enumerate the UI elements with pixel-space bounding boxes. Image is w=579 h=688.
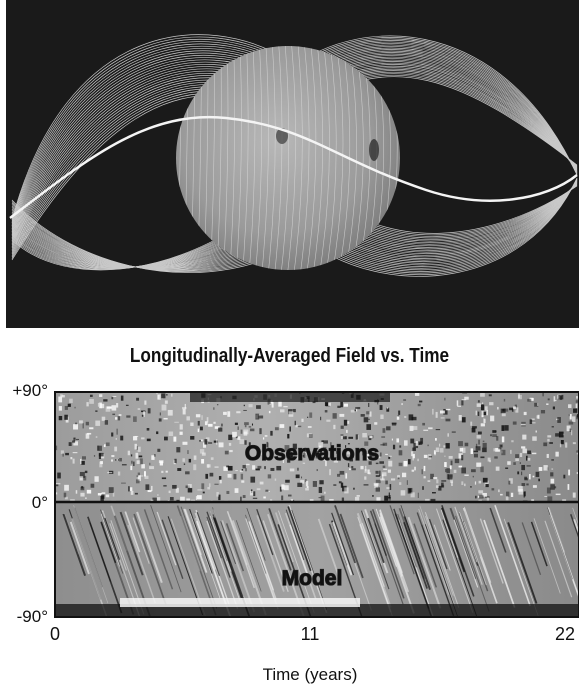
model-label: Model	[282, 567, 343, 590]
y-tick-label: +90°	[12, 381, 48, 400]
x-tick-label: 0	[50, 624, 60, 644]
heliospheric-current-sheet-line	[9, 115, 578, 219]
x-axis-label: Time (years)	[263, 665, 358, 684]
sun-sphere	[176, 46, 400, 270]
observations-panel	[55, 392, 579, 501]
latitude-time-chart: Observations Model +90° 0° -90° 0 11 22 Time…	[12, 381, 579, 684]
model-panel	[55, 503, 579, 617]
field-line-rendering	[6, 0, 579, 328]
plot-frame	[54, 391, 579, 618]
active-region-spot	[369, 139, 379, 161]
y-tick-label: -90°	[17, 607, 48, 626]
chart-title: Longitudinally-Averaged Field vs. Time	[129, 345, 450, 367]
observations-label: Observations	[245, 442, 379, 465]
active-region-spot	[276, 128, 288, 144]
x-tick-label: 11	[301, 624, 320, 644]
y-tick-label: 0°	[32, 493, 48, 512]
x-tick-label: 22	[555, 624, 575, 644]
